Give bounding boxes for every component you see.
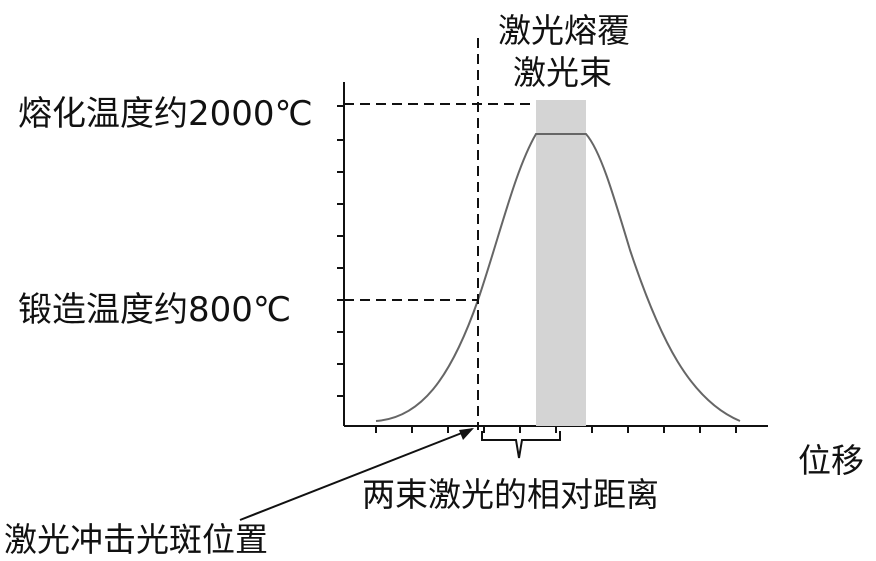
- arrowhead-icon: [459, 428, 474, 440]
- cladding-beam-label-line2: 激光束: [513, 53, 612, 92]
- shock-spot-arrow: [239, 428, 473, 521]
- temperature-curve: [375, 133, 741, 422]
- beam-distance-label: 两束激光的相对距离: [362, 475, 659, 514]
- cladding-beam-band: [536, 100, 586, 426]
- shock-spot-label: 激光冲击光斑位置: [4, 520, 268, 559]
- cladding-beam-label-line1: 激光熔覆: [498, 11, 630, 50]
- x-axis-ticks: [375, 426, 737, 433]
- distance-brace: [481, 431, 561, 459]
- y-axis-ticks: [337, 105, 344, 397]
- melt-temp-label: 熔化温度约2000℃: [18, 94, 313, 134]
- reference-dashed-lines: [344, 38, 536, 430]
- x-axis-label: 位移: [798, 441, 864, 480]
- forge-temp-label: 锻造温度约800℃: [18, 290, 292, 330]
